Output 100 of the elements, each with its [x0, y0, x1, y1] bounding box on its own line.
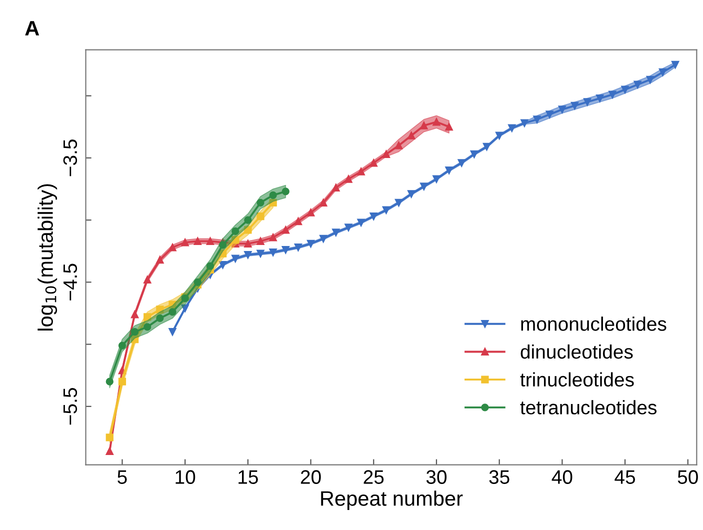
- point: [168, 300, 176, 308]
- point: [232, 236, 240, 244]
- x-tick-label: 40: [552, 470, 572, 484]
- point: [106, 447, 114, 455]
- point: [496, 132, 504, 140]
- point: [156, 256, 164, 264]
- x-tick-label: 30: [426, 470, 447, 484]
- point: [332, 228, 340, 236]
- point: [344, 175, 352, 183]
- x-tick-label: 5: [118, 470, 127, 484]
- point: [106, 378, 114, 386]
- point: [420, 122, 428, 130]
- x-tick-label: 25: [364, 470, 384, 484]
- point: [282, 246, 290, 254]
- point: [583, 98, 592, 106]
- point: [671, 60, 680, 69]
- y-tick-label: −3.5: [63, 140, 78, 176]
- legend-label: dinucleotides: [520, 344, 633, 359]
- point: [432, 118, 440, 126]
- legend-label: trinucleotides: [520, 372, 634, 387]
- point: [306, 240, 315, 248]
- point: [194, 278, 202, 286]
- point: [130, 336, 139, 344]
- point: [206, 237, 214, 245]
- point: [546, 110, 554, 118]
- point: [658, 68, 667, 76]
- point: [320, 198, 328, 206]
- point: [156, 314, 164, 322]
- point: [181, 238, 189, 246]
- point: [458, 159, 466, 167]
- x-tick-label: 45: [614, 470, 636, 484]
- x-tick-label: 20: [300, 470, 321, 484]
- point: [445, 123, 453, 131]
- point: [294, 244, 302, 252]
- x-tick-label: 15: [238, 470, 258, 484]
- point: [408, 132, 416, 140]
- y-tick-label: −4.5: [63, 264, 78, 300]
- point: [269, 234, 277, 242]
- x-tick-label: 50: [678, 470, 698, 484]
- point: [596, 94, 604, 102]
- point: [533, 116, 541, 124]
- point: [269, 198, 277, 206]
- point: [357, 218, 365, 226]
- point: [218, 250, 227, 258]
- legend-label: mononucleotides: [521, 316, 666, 331]
- point: [232, 227, 240, 236]
- point: [445, 166, 453, 174]
- point: [244, 226, 252, 234]
- point: [608, 90, 616, 98]
- y-axis-title: log$_{10}$(mutability): [38, 184, 58, 330]
- x-axis-title: Repeat number: [321, 490, 463, 510]
- point: [558, 106, 566, 114]
- legend-label: tetranucleotides: [520, 400, 657, 414]
- point: [370, 159, 378, 167]
- point: [244, 251, 252, 259]
- point: [256, 212, 264, 220]
- point: [332, 184, 340, 192]
- point: [344, 224, 352, 232]
- point: [382, 150, 390, 158]
- point: [244, 240, 252, 248]
- point: [181, 304, 189, 312]
- point: [508, 124, 516, 132]
- point: [269, 191, 277, 200]
- point: [470, 150, 478, 158]
- point: [144, 276, 152, 284]
- x-tick-label: 10: [176, 470, 196, 484]
- point: [634, 80, 642, 88]
- chart-title: A: [25, 21, 40, 36]
- point: [646, 76, 654, 84]
- y-tick-label: −5.5: [63, 388, 78, 425]
- point: [408, 190, 416, 198]
- point: [218, 241, 227, 249]
- point: [106, 434, 114, 442]
- point: [256, 237, 264, 245]
- point: [570, 102, 579, 110]
- point: [306, 208, 315, 216]
- point: [118, 342, 126, 350]
- point: [282, 226, 290, 234]
- point: [194, 237, 202, 245]
- point: [320, 234, 328, 242]
- point: [256, 198, 264, 206]
- point: [420, 182, 428, 190]
- point: [244, 216, 252, 224]
- point: [206, 262, 214, 270]
- point: [382, 206, 390, 214]
- point: [232, 254, 240, 262]
- point: [394, 142, 403, 150]
- point: [168, 308, 176, 316]
- point: [482, 142, 491, 151]
- point: [144, 313, 152, 321]
- point: [621, 86, 629, 94]
- point: [130, 328, 139, 336]
- point: [256, 250, 264, 258]
- point: [168, 244, 176, 252]
- x-tick-label: 35: [489, 470, 510, 484]
- point: [432, 175, 440, 183]
- point: [168, 328, 176, 336]
- point: [144, 323, 152, 331]
- point: [118, 378, 126, 386]
- point: [520, 119, 528, 127]
